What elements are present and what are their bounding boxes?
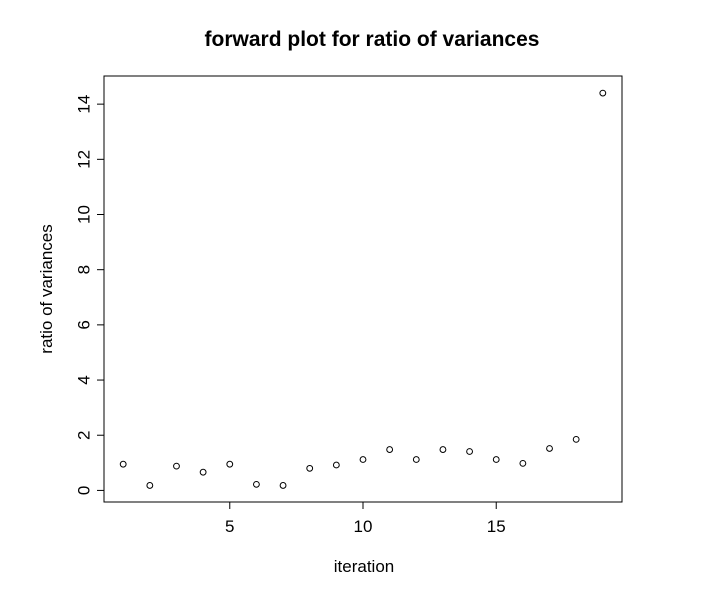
data-point xyxy=(279,482,287,489)
data-points xyxy=(119,89,607,489)
x-axis-label: iteration xyxy=(334,557,394,576)
data-point xyxy=(199,468,207,476)
data-point xyxy=(599,89,607,97)
data-point xyxy=(572,435,580,443)
data-point xyxy=(306,464,314,472)
data-point xyxy=(546,445,553,452)
x-axis: 5 10 15 xyxy=(225,501,506,536)
chart-title: forward plot for ratio of variances xyxy=(205,28,540,51)
y-tick-label: 8 xyxy=(75,265,94,274)
y-tick-label: 14 xyxy=(75,95,94,114)
x-tick-label: 5 xyxy=(225,517,234,536)
plot-frame xyxy=(103,75,623,503)
data-point xyxy=(173,462,180,470)
x-tick-label: 10 xyxy=(354,517,373,536)
data-point xyxy=(412,456,420,463)
y-tick-label: 6 xyxy=(75,320,94,329)
data-point xyxy=(439,446,447,453)
y-tick-label: 4 xyxy=(75,375,94,384)
data-point xyxy=(492,456,500,463)
y-tick-label: 10 xyxy=(75,205,94,224)
y-axis-label: ratio of variances xyxy=(37,224,56,353)
y-tick-label: 12 xyxy=(75,150,94,169)
data-point xyxy=(253,480,260,488)
y-axis: 0 2 4 6 8 10 12 14 xyxy=(75,95,105,495)
data-point xyxy=(146,482,154,489)
data-point xyxy=(119,460,127,468)
data-point xyxy=(226,460,234,468)
data-point xyxy=(466,448,473,455)
y-tick-label: 0 xyxy=(75,486,94,495)
x-tick-label: 15 xyxy=(487,517,506,536)
data-point xyxy=(386,446,394,453)
data-point xyxy=(359,456,367,463)
y-tick-label: 2 xyxy=(75,430,94,439)
data-point xyxy=(519,459,527,467)
data-point xyxy=(332,461,340,469)
